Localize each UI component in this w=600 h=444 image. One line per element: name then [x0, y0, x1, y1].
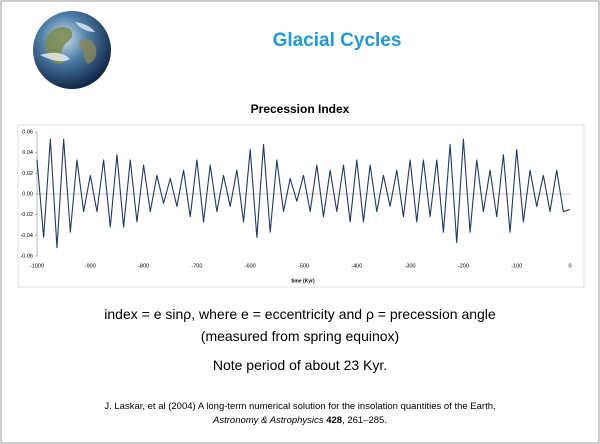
- y-tick-label: -0.04: [20, 233, 33, 239]
- y-tick-label: 0.04: [22, 150, 33, 156]
- x-tick-label: -300: [405, 263, 416, 269]
- y-tick-label: 0.06: [22, 129, 33, 135]
- x-tick-label: -600: [245, 263, 256, 269]
- citation-source: Astronomy & Astrophysics 428, 261–285.: [0, 415, 600, 426]
- citation: J. Laskar, et al (2004) A long-term nume…: [104, 401, 496, 412]
- x-tick-label: 0: [568, 263, 571, 269]
- x-tick-label: -100: [511, 263, 522, 269]
- chart-frame: [17, 124, 585, 288]
- pages: , 261–285.: [342, 415, 387, 426]
- series-line: [36, 138, 571, 249]
- volume: 428: [326, 415, 343, 426]
- journal: Astronomy & Astrophysics: [213, 415, 324, 426]
- y-tick-label: -0.06: [20, 253, 33, 259]
- y-tick-label: -0.02: [20, 212, 33, 218]
- x-tick-label: -1000: [30, 263, 44, 269]
- x-tick-label: -900: [85, 263, 96, 269]
- x-tick-label: -800: [138, 263, 149, 269]
- formula-note: (measured from spring equinox): [200, 328, 400, 344]
- earth-icon: [33, 11, 111, 89]
- note: Note period of about 23 Kyr.: [212, 357, 388, 373]
- x-tick-label: -700: [191, 263, 202, 269]
- x-axis-label: time (Kyr): [291, 278, 315, 284]
- y-tick-label: 0.02: [22, 171, 33, 177]
- y-tick-label: 0.00: [22, 191, 33, 197]
- x-tick-label: -200: [458, 263, 469, 269]
- x-tick-label: -400: [351, 263, 362, 269]
- x-tick-label: -500: [298, 263, 309, 269]
- slide-title: Glacial Cycles: [273, 30, 402, 51]
- formula: index = e sinρ, where e = eccentricity a…: [104, 306, 496, 322]
- chart-title: Precession Index: [251, 102, 350, 116]
